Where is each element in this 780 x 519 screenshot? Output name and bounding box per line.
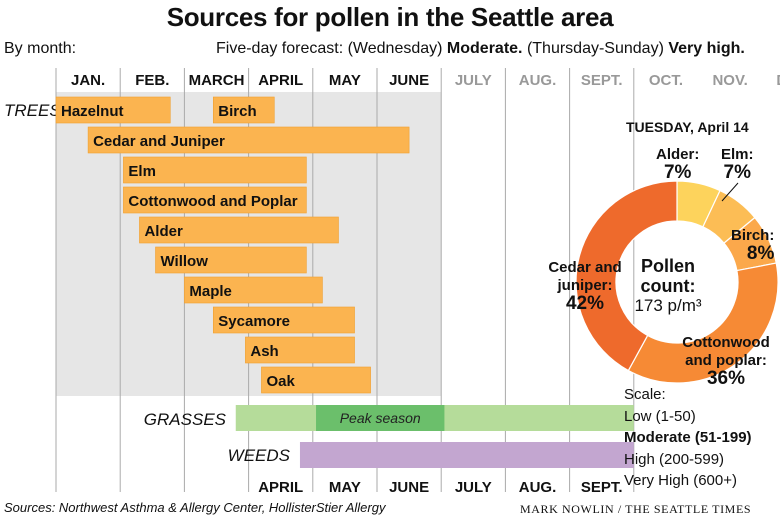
credit-line: MARK NOWLIN / THE SEATTLE TIMES (520, 502, 752, 516)
slice-name-alder: Alder: (656, 146, 700, 163)
bar-cottonwood-and-poplar (123, 186, 307, 214)
category-label-grasses: GRASSES (144, 410, 227, 429)
bar-elm (123, 156, 307, 184)
bar-cedar-and-juniper (87, 126, 410, 154)
chart-title: Sources for pollen in the Seattle area (166, 2, 614, 32)
forecast-line: Five-day forecast: (Wednesday) Moderate.… (216, 40, 745, 58)
slice-name-elm: Elm: (721, 146, 754, 163)
subtitle-by-month: By month: (4, 40, 77, 57)
bar-hazelnut (55, 96, 171, 124)
bar-label-willow: Willow (161, 253, 209, 270)
sources-note: Sources: Northwest Asthma & Allergy Cent… (4, 500, 386, 515)
slice-label-cottonwood: Cottonwood and poplar: 36% (680, 334, 772, 388)
top-month-june: JUNE (389, 72, 429, 89)
top-month-march: MARCH (189, 72, 245, 89)
bar-oak (261, 366, 371, 394)
slice-label-birch: Birch: 8% (731, 227, 774, 263)
slice-pct-elm: 7% (723, 162, 751, 183)
slice-pct-alder: 7% (663, 162, 692, 183)
top-month-july: JULY (455, 72, 492, 89)
pie-slice-cottonwood-and-poplar (627, 262, 779, 384)
bar-label-oak: Oak (266, 373, 295, 390)
slice-label-elm: Elm: 7% (721, 146, 754, 182)
pie-slice-cedar-and-juniper (575, 180, 678, 372)
forecast-prefix: Five-day forecast: (Wednesday) (216, 40, 443, 57)
slice-label-cedar: Cedar and juniper: 42% (538, 259, 632, 313)
forecast-level-thursday-sunday: Very high. (668, 40, 745, 57)
elm-leader-line (721, 182, 739, 202)
top-month-aug: AUG. (519, 72, 557, 89)
top-month-dec: DEC. (776, 72, 780, 89)
bar-label-hazelnut: Hazelnut (61, 103, 124, 120)
slice-name-birch: Birch: (731, 227, 775, 244)
bar-sycamore (212, 306, 355, 334)
center-line1: Pollen (640, 256, 695, 276)
bottom-month-aug: AUG. (519, 479, 557, 496)
scale-very-high: Very High (600+) (624, 472, 737, 489)
pollen-count-center: Pollen count: 173 p/m³ (609, 256, 727, 316)
category-label-trees: TREES (4, 101, 61, 120)
bar-label-sycamore: Sycamore (218, 313, 290, 330)
grass-peak-label: Peak season (340, 410, 421, 426)
top-month-april: APRIL (258, 72, 303, 89)
bar-label-alder: Alder (144, 223, 183, 240)
forecast-middle: (Thursday-Sunday) (526, 40, 664, 57)
bar-label-birch: Birch (218, 103, 256, 120)
top-month-feb: FEB. (135, 72, 169, 89)
slice-name-cedar: Cedar and juniper: (548, 259, 622, 294)
slice-pct-cottonwood: 36% (706, 368, 746, 389)
scale-legend: Scale: Low (1-50) Moderate (51-199) High… (624, 384, 752, 492)
top-month-sept: SEPT. (581, 72, 623, 89)
bottom-month-june: JUNE (389, 479, 429, 496)
slice-name-cottonwood: Cottonwood and poplar: (682, 334, 770, 369)
bar-maple (184, 276, 323, 304)
slice-label-alder: Alder: 7% (656, 146, 699, 182)
bar-alder (139, 216, 339, 244)
weeds-bar (299, 442, 634, 468)
top-month-nov: NOV. (712, 72, 747, 89)
top-month-oct: OCT. (649, 72, 683, 89)
pie-title: TUESDAY, April 14 (626, 119, 749, 135)
scale-low: Low (1-50) (624, 407, 696, 425)
top-month-may: MAY (329, 72, 361, 89)
grass-peak-bar (316, 405, 445, 431)
category-label-weeds: WEEDS (228, 446, 291, 465)
scale-moderate: Moderate (51-199) (624, 429, 752, 446)
bar-label-cedar-and-juniper: Cedar and Juniper (93, 133, 225, 150)
bottom-month-april: APRIL (258, 479, 303, 496)
center-line3: 173 p/m³ (634, 296, 702, 315)
slice-pct-cedar: 42% (565, 293, 605, 314)
bar-ash (245, 336, 355, 364)
bottom-month-may: MAY (329, 479, 361, 496)
bottom-month-july: JULY (455, 479, 492, 496)
slice-pct-birch: 8% (746, 243, 775, 264)
bar-willow (155, 246, 307, 274)
bar-birch (212, 96, 275, 124)
scale-high: High (200-599) (624, 450, 725, 468)
bar-label-maple: Maple (189, 283, 232, 300)
forecast-level-wednesday: Moderate. (446, 40, 523, 57)
bottom-month-sept: SEPT. (581, 479, 623, 496)
bar-label-ash: Ash (250, 343, 278, 360)
center-line2: count: (640, 276, 696, 296)
scale-heading: Scale: (624, 386, 666, 403)
top-month-jan: JAN. (71, 72, 105, 89)
bar-label-elm: Elm (128, 163, 156, 180)
bar-label-cottonwood-and-poplar: Cottonwood and Poplar (128, 193, 297, 210)
